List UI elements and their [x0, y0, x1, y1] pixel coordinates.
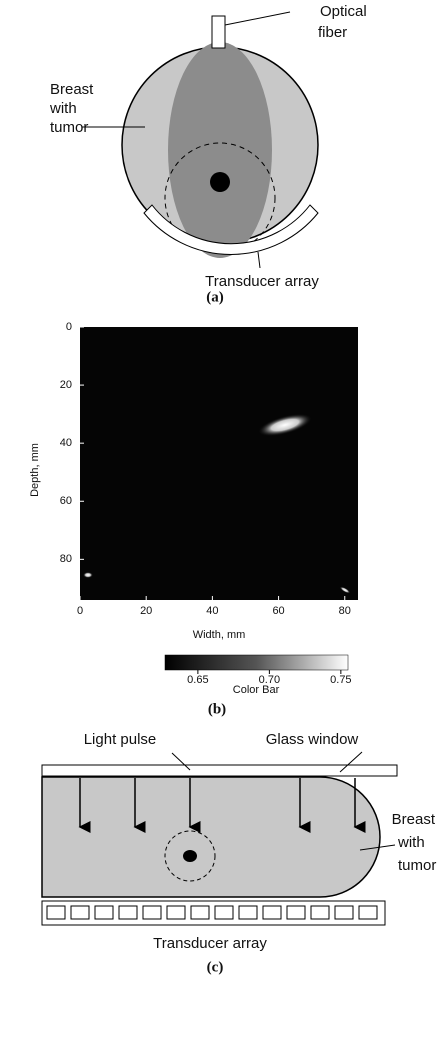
- transducer-element: [334, 905, 354, 920]
- label: Light pulse: [84, 731, 157, 748]
- leader: [359, 844, 396, 851]
- label: tumor: [398, 857, 436, 874]
- y-axis-label: Depth, mm: [29, 443, 41, 497]
- transducer-element: [142, 905, 162, 920]
- transducer-element: [70, 905, 90, 920]
- x-tick-label: 40: [206, 605, 218, 617]
- label: Optical: [320, 3, 367, 20]
- label: Transducer array: [153, 935, 267, 952]
- label: fiber: [318, 24, 347, 41]
- label: Transducer array: [205, 273, 319, 290]
- tumor: [210, 172, 230, 192]
- transducer-elements: [46, 905, 378, 920]
- transducer-element: [46, 905, 66, 920]
- focus-region: [164, 830, 216, 882]
- optical-fiber: [211, 15, 226, 49]
- color-bar-label: Color Bar: [233, 684, 280, 696]
- bright-spot: [257, 413, 313, 437]
- breast: [41, 776, 381, 898]
- bright-spot: [83, 572, 93, 578]
- y-tick-label: 20: [60, 379, 72, 391]
- tumor: [183, 850, 197, 862]
- x-tick-label: 20: [140, 605, 152, 617]
- transducer-element: [94, 905, 114, 920]
- caption: (c): [207, 959, 224, 975]
- color-tick-label: 0.70: [259, 674, 280, 686]
- transducer-array: [143, 204, 319, 255]
- transducer-element: [214, 905, 234, 920]
- light-region: [168, 42, 272, 258]
- transducer-element: [358, 905, 378, 920]
- panel-a: Optical fiber Breast with tumor Transduc…: [49, 3, 367, 305]
- x-axis-label: Width, mm: [193, 629, 246, 641]
- label: Glass window: [266, 731, 359, 748]
- color-tick-label: 0.65: [187, 674, 208, 686]
- caption: (a): [206, 289, 224, 305]
- label: with: [397, 834, 425, 851]
- x-tick-label: 60: [272, 605, 284, 617]
- leader: [257, 251, 261, 269]
- y-tick-label: 80: [60, 553, 72, 565]
- transducer-element: [118, 905, 138, 920]
- panel-c: Light pulse Glass window Breast with tum…: [41, 731, 436, 975]
- label: Breast: [392, 811, 436, 828]
- color-bar: [164, 654, 349, 671]
- transducer-array: [41, 900, 386, 926]
- transducer-element: [238, 905, 258, 920]
- label: Breast: [50, 81, 94, 98]
- leader: [224, 11, 291, 26]
- y-tick-label: 60: [60, 495, 72, 507]
- label: tumor: [50, 119, 88, 136]
- focus-region: [164, 142, 276, 254]
- label: with: [49, 100, 77, 117]
- leader: [171, 752, 191, 771]
- color-tick-label: 0.75: [330, 674, 351, 686]
- caption: (b): [208, 701, 226, 717]
- light-arrows: [78, 778, 366, 833]
- leader: [339, 751, 363, 773]
- transducer-element: [190, 905, 210, 920]
- panel-b: Depth, mm Width, mm Color Bar (b) 0 20 40 6…: [29, 321, 358, 717]
- glass-window: [41, 764, 398, 777]
- image: [80, 327, 358, 600]
- bright-spot: [339, 586, 351, 594]
- transducer-element: [166, 905, 186, 920]
- transducer-element: [310, 905, 330, 920]
- transducer-element: [262, 905, 282, 920]
- transducer-element: [286, 905, 306, 920]
- x-tick-label: 0: [77, 605, 83, 617]
- x-tick-label: 80: [339, 605, 351, 617]
- y-tick-label: 0: [66, 321, 72, 333]
- y-tick-label: 40: [60, 437, 72, 449]
